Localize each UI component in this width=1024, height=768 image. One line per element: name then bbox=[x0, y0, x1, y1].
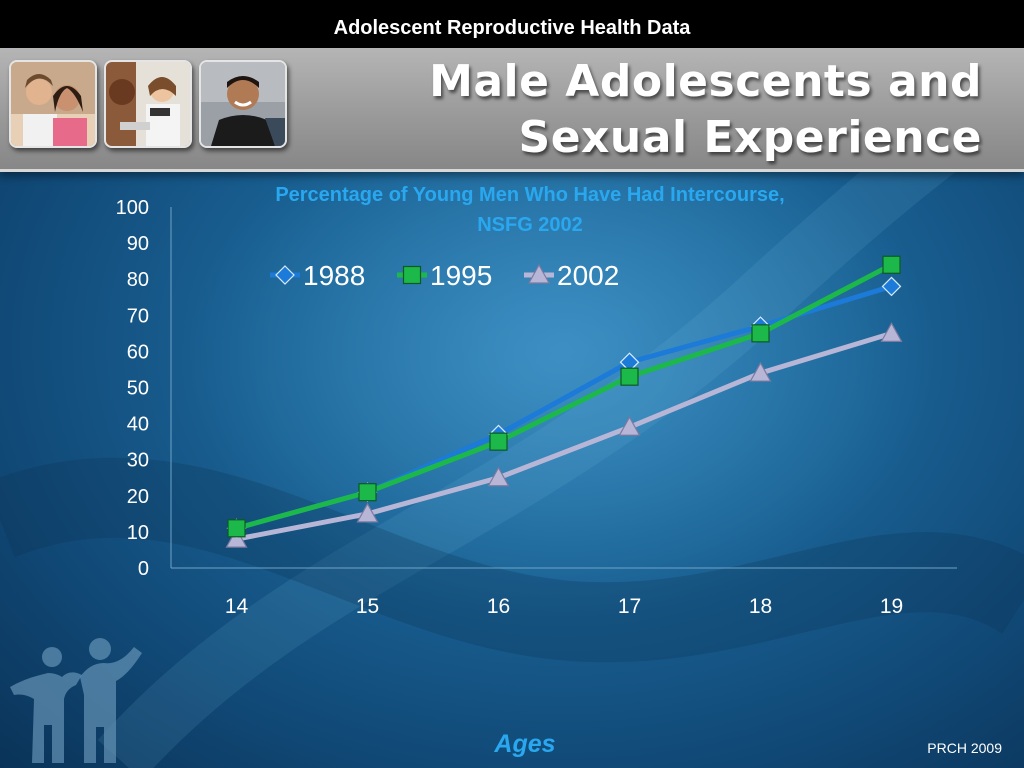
x-tick-label: 18 bbox=[749, 595, 772, 618]
y-tick-label: 40 bbox=[127, 414, 149, 436]
data-point-2002 bbox=[880, 322, 903, 342]
family-logo-icon bbox=[10, 638, 142, 763]
y-tick-label: 80 bbox=[127, 269, 149, 291]
chart-title-line1: Percentage of Young Men Who Have Had Int… bbox=[275, 184, 785, 206]
y-tick-label: 30 bbox=[127, 450, 149, 472]
x-axis-label: Ages bbox=[494, 730, 556, 758]
legend-label-1988: 1988 bbox=[303, 260, 365, 291]
credit-text: PRCH 2009 bbox=[927, 740, 1002, 756]
legend-label-1995: 1995 bbox=[430, 260, 492, 291]
chart-title: Percentage of Young Men Who Have Had Int… bbox=[180, 180, 880, 240]
photo-couple bbox=[9, 60, 97, 148]
legend-marker-1988 bbox=[275, 265, 295, 285]
x-tick-label: 15 bbox=[356, 595, 379, 618]
x-tick-label: 16 bbox=[487, 595, 510, 618]
x-tick-label: 14 bbox=[225, 595, 249, 618]
legend-label-2002: 2002 bbox=[557, 260, 619, 291]
x-tick-label: 19 bbox=[880, 595, 903, 618]
legend-marker-1995 bbox=[402, 265, 422, 285]
slide-title-line2: Sexual Experience bbox=[518, 112, 982, 163]
slide-title-line1: Male Adolescents and bbox=[429, 56, 982, 107]
chart-subtitle: NSFG 2002 bbox=[477, 214, 583, 236]
photo-doctor-visit bbox=[104, 60, 192, 148]
y-tick-label: 0 bbox=[138, 558, 149, 580]
y-tick-label: 50 bbox=[127, 378, 149, 400]
top-bar-text: Adolescent Reproductive Health Data bbox=[333, 17, 691, 39]
data-point-1995 bbox=[358, 483, 377, 502]
series-line-2002 bbox=[234, 330, 894, 542]
y-tick-label: 70 bbox=[127, 305, 149, 327]
data-point-2002 bbox=[618, 415, 641, 436]
data-point-1995 bbox=[489, 432, 508, 451]
data-point-1995 bbox=[751, 324, 770, 343]
y-tick-label: 60 bbox=[127, 341, 149, 363]
data-point-2002 bbox=[487, 466, 510, 487]
series-line-1995 bbox=[234, 262, 894, 531]
y-tick-label: 20 bbox=[127, 486, 149, 508]
photo-young-man bbox=[199, 60, 287, 148]
y-tick-label: 10 bbox=[127, 522, 149, 544]
y-tick-label: 100 bbox=[116, 197, 149, 219]
legend-marker-2002 bbox=[527, 263, 551, 284]
y-tick-label: 90 bbox=[127, 233, 149, 255]
data-point-2002 bbox=[356, 502, 379, 523]
data-point-2002 bbox=[749, 361, 772, 382]
x-tick-label: 17 bbox=[618, 595, 641, 618]
data-point-1995 bbox=[620, 367, 639, 386]
data-point-1995 bbox=[882, 255, 901, 274]
data-point-1988 bbox=[881, 276, 902, 297]
top-bar: Adolescent Reproductive Health Data bbox=[0, 0, 1024, 48]
slide-title: Male Adolescents and Sexual Experience bbox=[342, 54, 982, 166]
data-point-1995 bbox=[227, 519, 246, 538]
